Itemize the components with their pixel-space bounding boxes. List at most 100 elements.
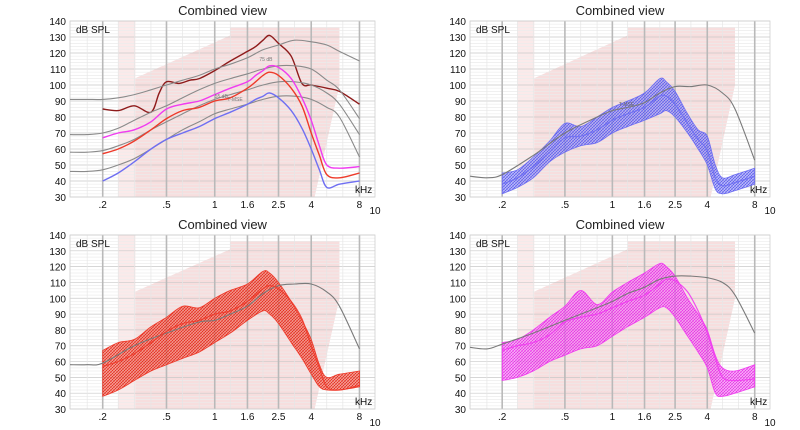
y-axis-label: dB SPL — [476, 239, 510, 250]
reference-line — [469, 275, 756, 350]
panel-title: Combined view — [576, 217, 665, 232]
series-line-gray — [69, 95, 360, 173]
panel-title: Combined view — [576, 3, 665, 18]
x-axis-unit: kHz — [355, 185, 372, 196]
plot-border — [69, 234, 376, 410]
plot-border — [69, 20, 376, 198]
band-mid-line — [102, 284, 360, 391]
x-tick-label: 4 — [704, 412, 710, 423]
y-tick-label: 30 — [455, 193, 467, 204]
target-zone-edge — [517, 21, 535, 197]
y-tick-label: 90 — [55, 97, 67, 108]
series-line-blue — [102, 92, 360, 189]
curve-label: 55 dB — [215, 94, 229, 100]
x-tick-label: 2.5 — [272, 412, 286, 423]
y-tick-label: 40 — [455, 389, 467, 400]
y-tick-label: 60 — [55, 145, 67, 156]
x-axis-unit: kHz — [750, 185, 767, 196]
x-axis-unit: kHz — [750, 397, 767, 408]
x-tick-label: .5 — [561, 200, 570, 211]
y-tick-label: 40 — [55, 177, 67, 188]
curve-label: 75 dB — [259, 57, 273, 63]
x-tick-label: 1.6 — [638, 200, 652, 211]
y-tick-label: 140 — [449, 17, 466, 28]
y-tick-label: 130 — [449, 247, 466, 258]
x-tick-label: .5 — [162, 412, 171, 423]
y-tick-label: 50 — [455, 161, 467, 172]
y-tick-label: 30 — [55, 193, 67, 204]
x-tick-label: 4 — [308, 412, 314, 423]
x-tick-label: 2.5 — [668, 200, 682, 211]
y-axis-label: dB SPL — [76, 239, 110, 250]
x-tick-label: 2.5 — [668, 412, 682, 423]
x-tick-label-extra: 10 — [764, 206, 776, 217]
y-tick-label: 110 — [450, 65, 466, 76]
curve-label: T-MSE — [227, 97, 243, 103]
x-tick-label: .5 — [162, 200, 171, 211]
series-line-gray — [69, 80, 360, 153]
x-tick-label: 8 — [752, 200, 758, 211]
x-axis-unit: kHz — [355, 397, 372, 408]
y-tick-label: 70 — [455, 342, 467, 353]
x-tick-label: .5 — [561, 412, 570, 423]
x-tick-label-extra: 10 — [764, 418, 776, 429]
y-tick-label: 130 — [49, 247, 66, 258]
series-line-red — [102, 71, 360, 179]
target-zone-edge — [118, 21, 136, 197]
y-tick-label: 120 — [49, 263, 66, 274]
x-tick-label: 1.6 — [638, 412, 652, 423]
y-tick-label: 90 — [55, 310, 67, 321]
x-tick-label: .2 — [99, 200, 108, 211]
target-zone — [533, 241, 736, 409]
band-mid-line — [501, 94, 755, 187]
x-tick-label: 1.6 — [240, 412, 254, 423]
y-tick-label: 40 — [455, 177, 467, 188]
panel-title: Combined view — [178, 217, 267, 232]
y-axis-label: dB SPL — [476, 25, 510, 36]
y-tick-label: 30 — [455, 405, 467, 416]
y-tick-label: 110 — [450, 278, 466, 289]
y-axis-label: dB SPL — [76, 25, 110, 36]
reference-line — [69, 282, 360, 366]
y-tick-label: 100 — [449, 294, 466, 305]
band-area-red — [102, 270, 360, 397]
x-tick-label: 8 — [752, 412, 758, 423]
x-tick-label-extra: 10 — [369, 206, 381, 217]
y-tick-label: 30 — [55, 405, 67, 416]
reference-line — [469, 84, 756, 179]
y-tick-label: 70 — [455, 129, 467, 140]
y-tick-label: 80 — [55, 326, 67, 337]
x-tick-label: 4 — [704, 200, 710, 211]
band-mid-line — [502, 278, 755, 382]
y-tick-label: 40 — [55, 389, 67, 400]
x-tick-label: 8 — [357, 200, 363, 211]
band-area-blue — [501, 77, 756, 195]
band-area-magenta — [501, 262, 756, 397]
x-tick-label-extra: 10 — [369, 418, 381, 429]
y-tick-label: 120 — [449, 49, 466, 60]
reference-label: T-MSE — [619, 102, 635, 108]
x-tick-label: 4 — [308, 200, 314, 211]
y-tick-label: 50 — [455, 373, 467, 384]
y-tick-label: 120 — [49, 49, 66, 60]
x-tick-label: .2 — [498, 412, 507, 423]
y-tick-label: 130 — [449, 33, 466, 44]
x-tick-label: 1 — [212, 200, 218, 211]
y-tick-label: 60 — [455, 358, 467, 369]
y-tick-label: 70 — [55, 342, 67, 353]
y-tick-label: 100 — [49, 294, 66, 305]
y-tick-label: 70 — [55, 129, 67, 140]
x-tick-label: 1.6 — [240, 200, 254, 211]
y-tick-label: 100 — [449, 81, 466, 92]
x-tick-label: 2.5 — [272, 200, 286, 211]
y-tick-label: 50 — [55, 161, 67, 172]
y-tick-label: 80 — [55, 113, 67, 124]
x-tick-label: 1 — [610, 200, 616, 211]
y-tick-label: 110 — [50, 65, 66, 76]
series-line-darkred — [102, 34, 360, 114]
y-tick-label: 90 — [455, 97, 467, 108]
